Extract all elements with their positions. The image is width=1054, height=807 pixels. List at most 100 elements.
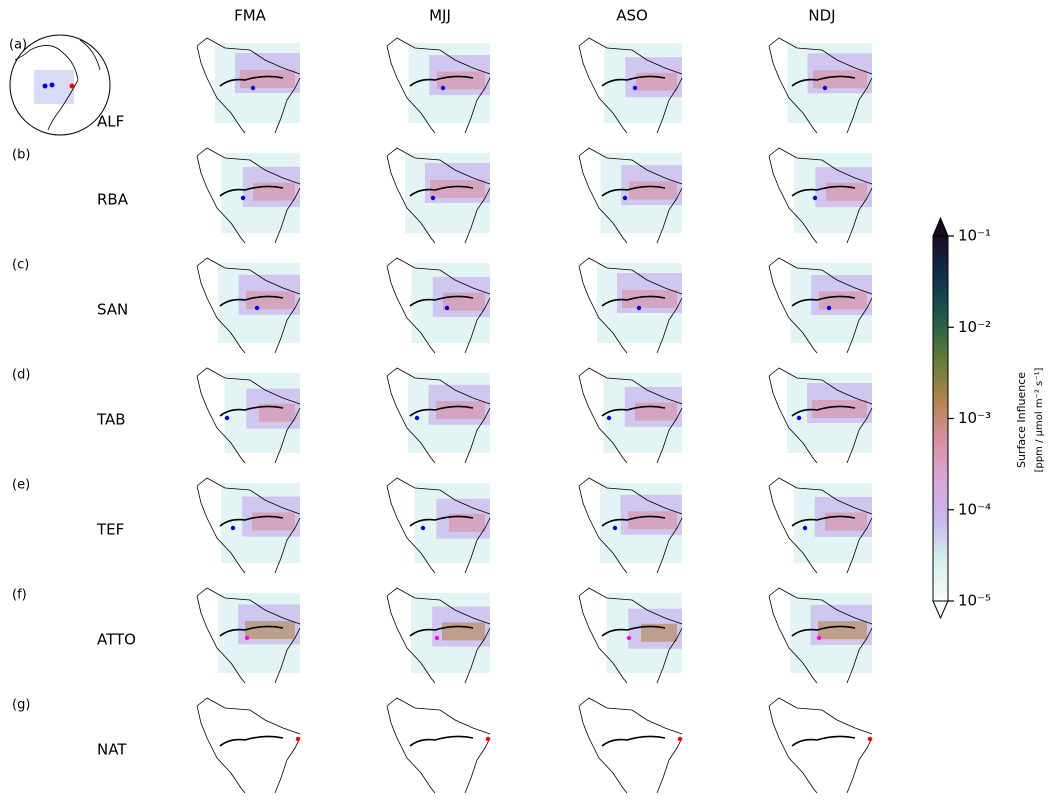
- map-panel: [196, 257, 301, 354]
- map-panel: [578, 147, 683, 244]
- plume-core: [240, 70, 295, 88]
- map-panel: [386, 257, 491, 354]
- colorbar-tick-label: 10⁻³: [958, 409, 991, 427]
- site-marker: [796, 415, 802, 421]
- coastline: [386, 37, 491, 134]
- site-marker: [485, 736, 491, 742]
- colorbar-extend-max: [932, 216, 949, 237]
- plume-core: [641, 623, 677, 642]
- coastline: [196, 257, 301, 354]
- site-marker: [677, 736, 683, 742]
- map-panel: [768, 697, 873, 794]
- plume-core: [245, 621, 295, 639]
- river: [601, 625, 666, 637]
- row-label: ATTO: [97, 631, 136, 649]
- coastline: [578, 587, 683, 684]
- site-marker: [626, 635, 632, 641]
- colorbar-tick-label: 10⁻⁵: [958, 592, 991, 610]
- site-marker: [606, 415, 612, 421]
- coastline: [196, 697, 301, 794]
- colorbar-tick-label: 10⁻²: [958, 318, 991, 336]
- plume-core: [819, 291, 867, 310]
- site-marker: [244, 635, 250, 641]
- map-panel: [196, 587, 301, 684]
- coastline: [386, 697, 491, 794]
- site-marker: [230, 525, 236, 531]
- map-panel: [578, 587, 683, 684]
- panel-letter: (b): [12, 148, 30, 163]
- river: [601, 515, 666, 527]
- map-panel: [768, 587, 873, 684]
- coastline: [196, 587, 301, 684]
- river: [219, 75, 284, 87]
- row-label: ALF: [97, 113, 124, 131]
- coastline: [196, 477, 301, 574]
- site-marker: [224, 415, 230, 421]
- map-panel: [196, 697, 301, 794]
- coastline: [578, 147, 683, 244]
- map-panel: [768, 367, 873, 464]
- plume-core: [825, 512, 867, 531]
- site-marker: [254, 305, 260, 311]
- colorbar: [933, 236, 948, 601]
- plume-core: [437, 71, 485, 90]
- river: [219, 515, 284, 527]
- site-marker: [295, 736, 301, 742]
- plume-core: [442, 622, 485, 641]
- river: [219, 735, 284, 747]
- plume-core: [818, 621, 867, 640]
- site-marker: [434, 635, 440, 641]
- map-panel: [578, 697, 683, 794]
- river: [791, 515, 856, 527]
- row-label: RBA: [97, 191, 129, 209]
- site-marker: [812, 195, 818, 201]
- coastline: [768, 37, 873, 134]
- river: [409, 405, 474, 417]
- coastline: [196, 37, 301, 134]
- coastline: [768, 477, 873, 574]
- coastline: [578, 257, 683, 354]
- coastline: [578, 37, 683, 134]
- river: [601, 735, 666, 747]
- map-panel: [578, 367, 683, 464]
- globe-inset: [9, 34, 111, 136]
- coastline: [768, 367, 873, 464]
- plume-core: [246, 291, 295, 310]
- coastline: [578, 367, 683, 464]
- river: [219, 185, 284, 197]
- river: [219, 405, 284, 417]
- site-marker: [430, 195, 436, 201]
- plume-core: [636, 72, 677, 91]
- panel-letter: (g): [12, 698, 30, 713]
- river: [219, 625, 284, 637]
- coastline: [768, 257, 873, 354]
- site-marker: [612, 525, 618, 531]
- plume-core: [635, 402, 677, 421]
- map-panel: [196, 147, 301, 244]
- colorbar-extend-min: [932, 600, 949, 620]
- river: [409, 625, 474, 637]
- map-panel: [196, 367, 301, 464]
- column-header: MJJ: [429, 7, 451, 25]
- river: [791, 405, 856, 417]
- river: [409, 735, 474, 747]
- plume-core: [622, 290, 677, 308]
- coastline: [386, 477, 491, 574]
- map-panel: [578, 477, 683, 574]
- site-marker: [250, 85, 256, 91]
- plume-core: [826, 182, 867, 201]
- plume-core: [443, 292, 485, 311]
- site-marker: [816, 635, 822, 641]
- row-label: TAB: [96, 411, 126, 429]
- coastline: [578, 477, 683, 574]
- map-panel: [768, 477, 873, 574]
- map-panel: [386, 587, 491, 684]
- river: [409, 295, 474, 307]
- plume-core: [629, 181, 677, 200]
- site-marker: [414, 415, 420, 421]
- row-label: TEF: [96, 521, 124, 539]
- map-panel: [768, 37, 873, 134]
- column-header: NDJ: [808, 7, 835, 25]
- plume-core: [449, 513, 485, 532]
- site-marker: [440, 85, 446, 91]
